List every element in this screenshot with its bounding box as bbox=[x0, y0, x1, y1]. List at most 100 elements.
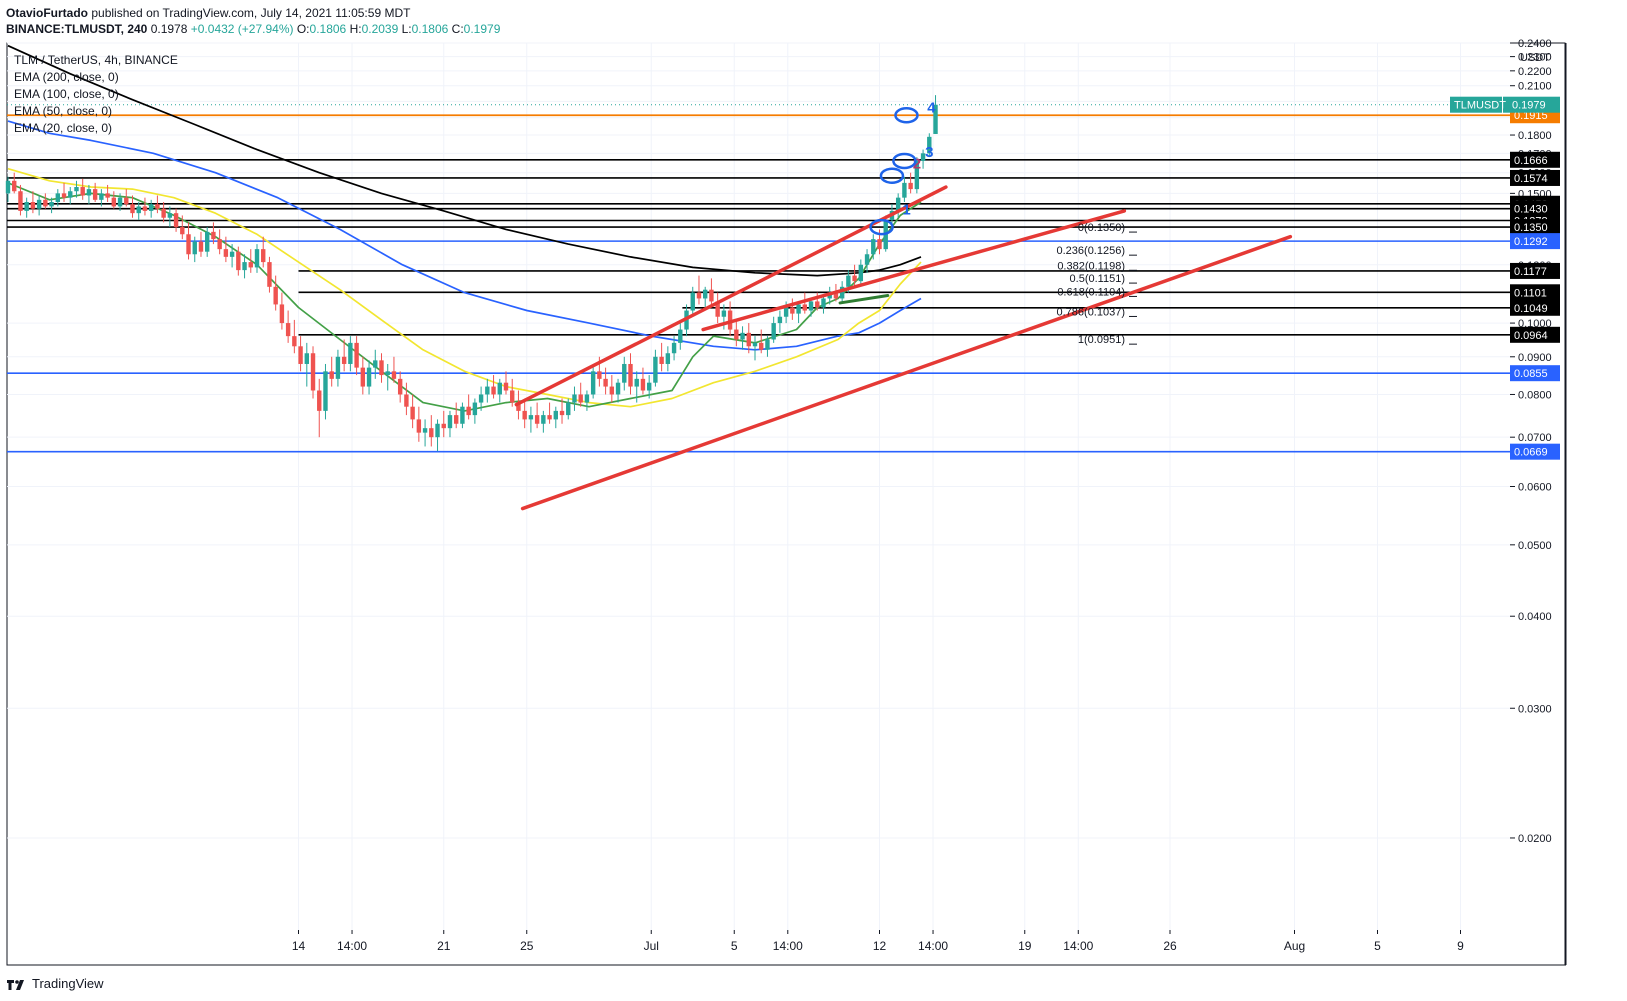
low-value: 0.1806 bbox=[411, 22, 449, 36]
candle-body bbox=[466, 406, 471, 416]
candle-body bbox=[30, 202, 36, 209]
candle-body bbox=[130, 204, 135, 214]
publish-info: OtavioFurtado published on TradingView.c… bbox=[6, 6, 410, 20]
candle bbox=[646, 375, 652, 399]
wave-circle bbox=[869, 218, 894, 236]
trend-line bbox=[701, 209, 1127, 332]
candle-body bbox=[815, 301, 820, 308]
candle-body bbox=[198, 241, 204, 252]
symbol-line: BINANCE:TLMUSDT, 240 bbox=[6, 22, 148, 36]
candle bbox=[391, 356, 397, 383]
candle-body bbox=[578, 394, 583, 403]
candle bbox=[99, 189, 104, 207]
low-label: L: bbox=[401, 22, 412, 36]
candle bbox=[690, 286, 695, 317]
footer-brand[interactable]: TradingView bbox=[6, 976, 104, 991]
candle-body bbox=[5, 180, 11, 194]
candle bbox=[205, 227, 210, 257]
candle bbox=[578, 382, 583, 407]
candle-body bbox=[124, 197, 129, 205]
candle bbox=[373, 349, 378, 379]
level-badge-label: 0.1101 bbox=[1514, 287, 1547, 299]
candle bbox=[460, 402, 465, 429]
candle-body bbox=[864, 254, 870, 265]
legend-ema20[interactable]: EMA (20, close, 0) bbox=[14, 121, 113, 135]
candle bbox=[335, 349, 341, 387]
candle bbox=[341, 339, 347, 372]
candle bbox=[180, 215, 185, 240]
wave-circle bbox=[892, 152, 917, 170]
level-badge bbox=[1510, 299, 1560, 316]
candle-body bbox=[721, 310, 727, 317]
y-tick-label: 0.0300 bbox=[1518, 703, 1552, 715]
candle bbox=[285, 310, 291, 343]
candle bbox=[590, 363, 596, 399]
candle bbox=[920, 149, 926, 169]
candle-body bbox=[211, 231, 216, 240]
candle bbox=[12, 172, 17, 194]
candle bbox=[416, 406, 422, 442]
candle-body bbox=[653, 356, 658, 383]
candle-body bbox=[360, 367, 366, 387]
level-badge bbox=[1510, 365, 1560, 382]
x-tick-label: 9 bbox=[1457, 939, 1464, 953]
candle-body bbox=[117, 197, 123, 207]
candle bbox=[615, 378, 621, 403]
symbol-info-line: BINANCE:TLMUSDT, 240 0.1978 +0.0432 (+27… bbox=[6, 22, 500, 36]
trend-lines[interactable] bbox=[514, 185, 1293, 511]
candle-body bbox=[167, 213, 173, 218]
candle bbox=[30, 191, 36, 214]
legend-ema100[interactable]: EMA (100, close, 0) bbox=[14, 87, 119, 101]
candle bbox=[167, 206, 173, 228]
candle-body bbox=[68, 191, 73, 198]
candle bbox=[547, 402, 552, 424]
candle bbox=[217, 229, 222, 255]
level-badge-label: 0.1915 bbox=[1514, 110, 1548, 122]
wave-annotations[interactable]: 1 23 4 bbox=[869, 100, 937, 236]
time-axis[interactable]: 14 14:00 21 25 Jul 5 14:00 12 14:00 19 14:00 26 Aug 5… bbox=[292, 930, 1464, 953]
candle bbox=[914, 157, 920, 194]
x-tick-label: 14:00 bbox=[1063, 939, 1093, 953]
fib-retracement[interactable]: 0(0.1350) 0.236(0.1256) 0.382(0.1198)0.5(0… bbox=[1057, 222, 1138, 346]
candle bbox=[410, 394, 415, 429]
candle-body bbox=[454, 415, 459, 424]
candle bbox=[435, 419, 440, 452]
candle-body bbox=[566, 402, 571, 416]
legend-ema50[interactable]: EMA (50, close, 0) bbox=[14, 104, 113, 118]
wave-circle bbox=[894, 106, 919, 124]
candle bbox=[292, 319, 297, 354]
candle bbox=[136, 202, 141, 221]
open-value: 0.1806 bbox=[309, 22, 347, 36]
current-price-value: 0.1979 bbox=[1512, 100, 1546, 112]
candle-body bbox=[628, 363, 633, 387]
candle bbox=[329, 356, 334, 387]
y-tick-label: 0.0600 bbox=[1518, 482, 1552, 494]
fib-level-label: 0.236(0.1256) bbox=[1057, 245, 1126, 257]
candle-body bbox=[821, 298, 826, 308]
candle-body bbox=[267, 262, 272, 287]
candle-body bbox=[192, 241, 197, 255]
level-badge bbox=[1510, 326, 1560, 343]
candle-body bbox=[304, 353, 309, 364]
candle bbox=[223, 236, 229, 263]
grid-lines bbox=[7, 42, 1510, 930]
candle-body bbox=[99, 193, 104, 200]
candle bbox=[472, 398, 478, 424]
candle bbox=[242, 254, 247, 279]
legend-ema200[interactable]: EMA (200, close, 0) bbox=[14, 70, 119, 84]
candle-body bbox=[273, 286, 278, 305]
wave-label: 3 bbox=[925, 144, 933, 161]
candle-body bbox=[379, 360, 384, 376]
candle bbox=[815, 292, 820, 311]
candle bbox=[908, 172, 913, 194]
candle bbox=[24, 197, 29, 218]
chart-frame bbox=[6, 42, 1566, 966]
candle-body bbox=[920, 153, 926, 161]
candle bbox=[36, 195, 42, 216]
candle-body bbox=[927, 136, 932, 154]
y-tick-label: 0.2400 bbox=[1518, 38, 1552, 50]
candle-body bbox=[410, 406, 415, 420]
candle-body bbox=[236, 251, 241, 271]
level-badge-label: 0.1177 bbox=[1514, 266, 1547, 278]
